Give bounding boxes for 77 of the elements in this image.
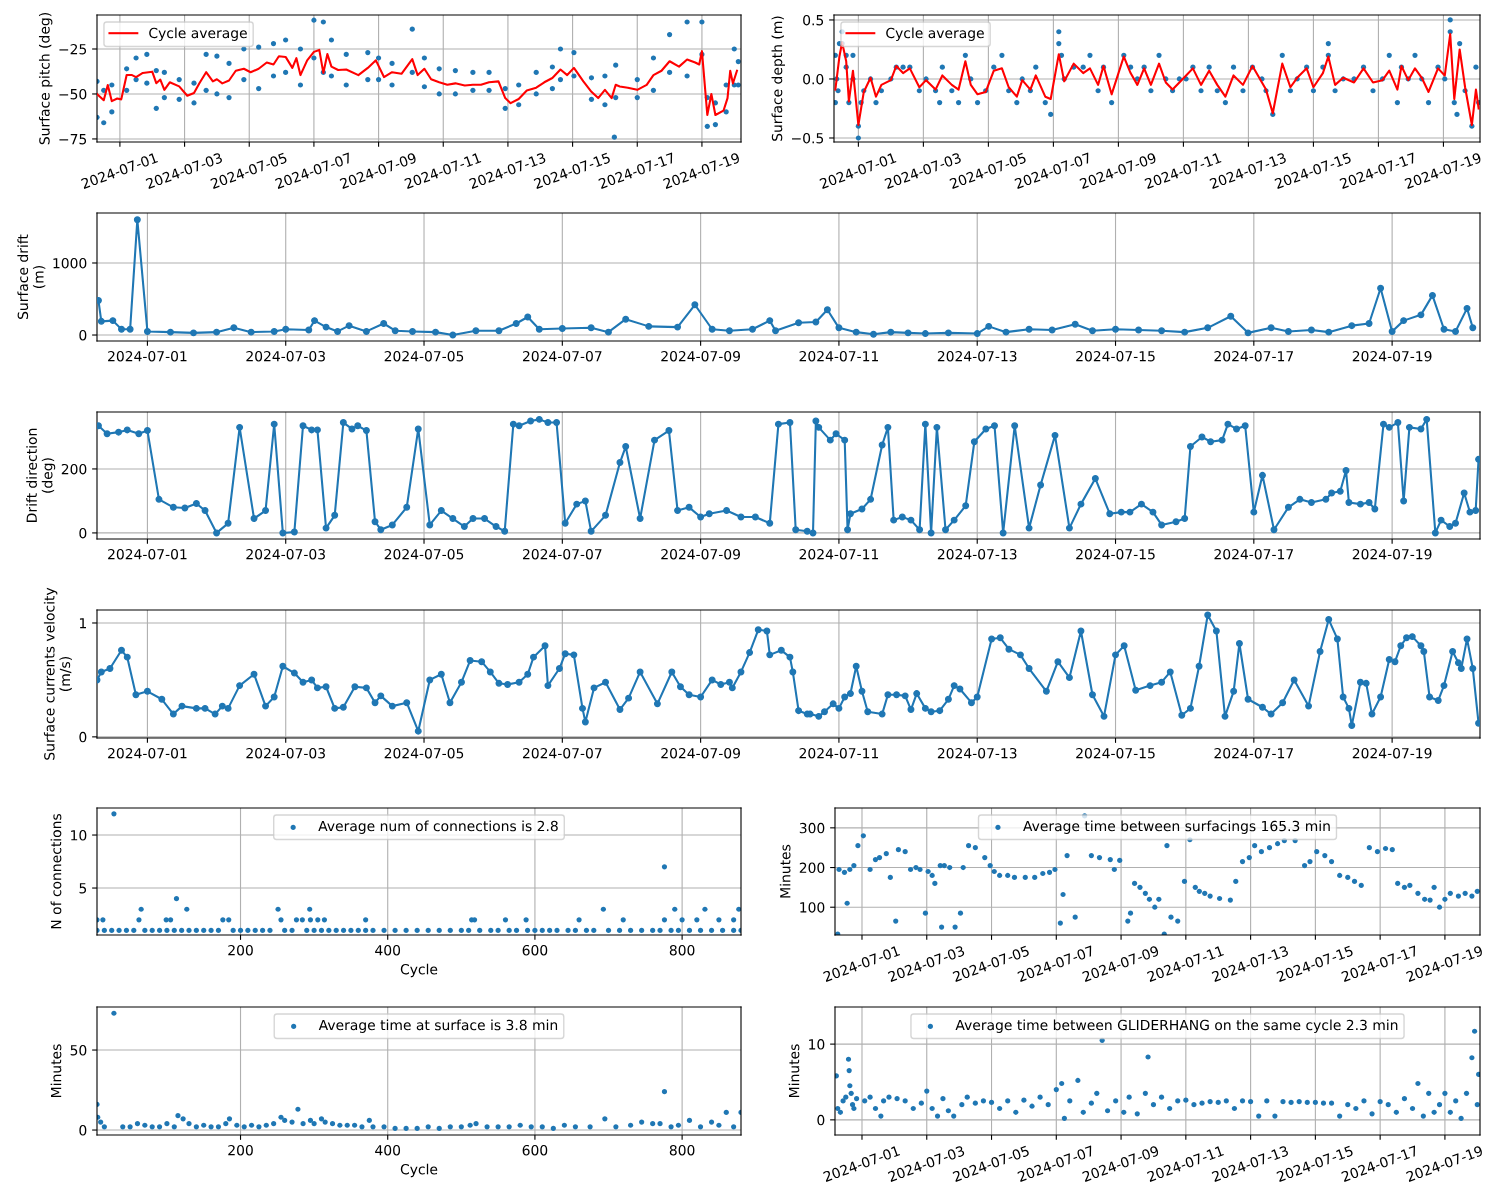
x-tick-label: 2024-07-19 [1352,548,1432,560]
y-axis-title: Minutes [50,1044,62,1097]
y-tick-label: 5 [79,883,87,894]
x-tick-label: 2024-07-01 [108,747,187,759]
y-axis-title: N of connections [50,813,62,929]
x-tick-label: 2024-07-11 [799,350,878,362]
x-tick-label: 2024-07-19 [1352,747,1432,759]
y-tick-label: 200 [799,862,825,874]
y-tick-label: 1 [79,618,86,629]
x-tick-label: 2024-07-11 [799,548,878,560]
y-tick-label: 0 [79,329,87,341]
y-axis-title: Drift direction (deg) [26,428,56,522]
y-axis-title: Surface currents velocity (m/s) [43,587,72,760]
y-tick-label: 10 [71,830,87,841]
x-tick-label: 2024-07-03 [246,350,325,362]
x-tick-label: 2024-07-11 [799,747,878,759]
y-tick-label: 0.0 [803,73,824,85]
legend-label: Average num of connections is 2.8 [318,820,558,834]
x-tick-label: 800 [669,1144,695,1156]
x-tick-label: 2024-07-19 [1352,350,1432,362]
x-axis-title: Cycle [400,1163,438,1178]
x-tick-label: 2024-07-07 [522,747,602,759]
x-tick-label: 2024-07-03 [246,747,325,759]
x-tick-label: 2024-07-17 [1214,548,1293,560]
y-tick-label: 0 [79,731,87,743]
x-tick-label: 600 [522,944,548,956]
x-tick-label: 2024-07-17 [1214,747,1293,759]
x-tick-label: 200 [228,944,253,956]
y-tick-label: 50 [70,1045,87,1056]
y-axis-title: Surface drift (m) [17,234,46,319]
y-tick-label: 1000 [53,257,87,269]
x-tick-label: 2024-07-01 [108,548,187,560]
y-tick-label: −75 [59,134,87,145]
x-tick-label: 2024-07-09 [661,548,740,560]
legend-label: Average time at surface is 3.8 min [318,1019,558,1033]
x-tick-label: 2024-07-05 [384,747,464,759]
line-series [97,48,738,117]
x-tick-label: 2024-07-01 [108,350,187,362]
y-tick-label: 0 [817,1114,825,1126]
y-axis-title: Surface depth (m) [771,16,785,141]
x-tick-label: 200 [228,1144,253,1156]
x-tick-label: 2024-07-09 [661,350,740,362]
x-tick-label: 2024-07-07 [522,548,602,560]
legend-label: Cycle average [149,27,247,41]
legend-label: Average time between GLIDERHANG on the same cycle 2.3 min [955,1019,1398,1033]
y-axis-title: Surface pitch (deg) [38,13,53,145]
x-tick-label: 400 [375,1144,401,1156]
x-tick-label: 2024-07-13 [937,548,1017,560]
legend-label: Cycle average [886,27,984,41]
y-tick-label: 200 [61,463,87,475]
legend-label: Average time between surfacings 165.3 min [1023,820,1330,834]
x-tick-label: 400 [375,944,401,956]
x-tick-label: 2024-07-15 [1076,548,1155,560]
x-tick-label: 600 [522,1144,548,1156]
y-tick-label: 0 [79,1125,87,1136]
x-tick-label: 2024-07-13 [937,350,1017,362]
x-tick-label: 2024-07-07 [522,350,602,362]
y-axis-title: Minutes [788,1044,800,1097]
x-tick-label: 2024-07-05 [384,548,464,560]
y-tick-label: 10 [809,1039,825,1050]
x-tick-label: 2024-07-15 [1076,350,1155,362]
x-tick-label: 2024-07-17 [1214,350,1293,362]
x-tick-label: 2024-07-09 [661,747,740,759]
y-tick-label: −25 [59,43,87,55]
x-tick-label: 2024-07-13 [937,747,1017,759]
y-tick-label: 0 [79,527,87,539]
y-axis-title: Minutes [779,844,791,898]
x-tick-label: 800 [669,944,695,956]
y-tick-label: 0.5 [803,14,824,26]
x-tick-label: 2024-07-03 [246,548,325,560]
y-tick-label: 300 [799,822,825,834]
y-tick-label: −50 [59,88,87,100]
y-tick-label: −0.5 [792,132,824,144]
x-tick-label: 2024-07-05 [384,350,464,362]
y-tick-label: 100 [800,902,825,913]
x-tick-label: 2024-07-15 [1076,747,1155,759]
x-axis-title: Cycle [400,963,438,978]
